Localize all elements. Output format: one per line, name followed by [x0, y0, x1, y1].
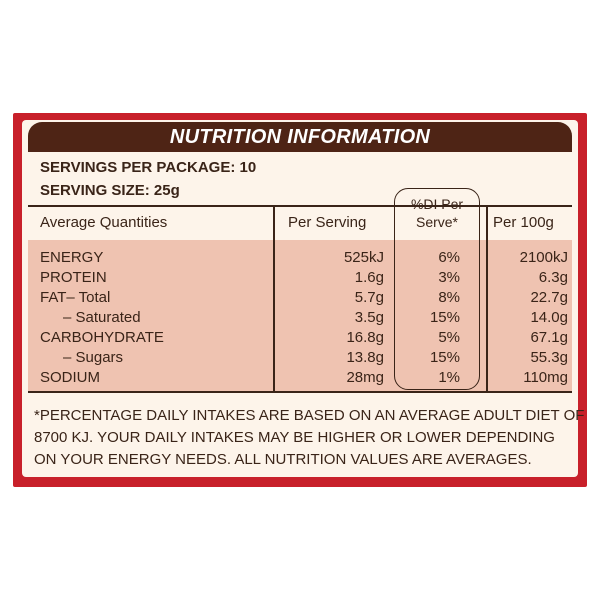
- per-100g-value: 2100kJ: [519, 249, 568, 266]
- per-100g-value: 22.7g: [530, 289, 568, 306]
- table-bottom-rule: [28, 391, 572, 393]
- per-serving-value: 28mg: [346, 369, 384, 386]
- nutrient-label: PROTEIN: [40, 269, 107, 286]
- nutrient-label: – Saturated: [63, 309, 141, 326]
- per-serving-value: 13.8g: [346, 349, 384, 366]
- header-di-line2: Serve*: [415, 214, 459, 230]
- footnote-line: *PERCENTAGE DAILY INTAKES ARE BASED ON A…: [34, 407, 585, 424]
- nutrient-label: ENERGY: [40, 249, 104, 266]
- serving-size: SERVING SIZE: 25g: [40, 182, 180, 199]
- di-value: 3%: [438, 269, 460, 286]
- per-serving-value: 3.5g: [354, 309, 384, 326]
- servings-per-package: SERVINGS PER PACKAGE: 10: [40, 159, 257, 176]
- footnote: *PERCENTAGE DAILY INTAKES ARE BASED ON A…: [34, 405, 585, 471]
- panel-title: NUTRITION INFORMATION: [169, 126, 431, 148]
- nutrient-label: CARBOHYDRATE: [40, 329, 164, 346]
- per-100g-value: 110mg: [523, 369, 568, 386]
- per-100g-value: 14.0g: [530, 309, 568, 326]
- header-top-rule: [28, 205, 572, 207]
- nutrient-rows-band: [28, 240, 572, 392]
- header-per-serving: Per Serving: [288, 214, 367, 231]
- di-value: 15%: [429, 309, 460, 326]
- di-column-outline: [394, 188, 480, 390]
- footnote-line: 8700 KJ. YOUR DAILY INTAKES MAY BE HIGHE…: [34, 429, 555, 446]
- per-serving-value: 1.6g: [354, 269, 384, 286]
- title-bar: [28, 122, 572, 152]
- header-per-100g: Per 100g: [493, 214, 554, 231]
- nutrient-label: – Sugars: [63, 349, 124, 366]
- nutrient-label: SODIUM: [40, 369, 100, 386]
- footnote-line: ON YOUR ENERGY NEEDS. ALL NUTRITION VALU…: [34, 451, 532, 468]
- per-100g-value: 55.3g: [530, 349, 568, 366]
- column-divider-1: [273, 205, 275, 392]
- per-serving-value: 525kJ: [343, 249, 384, 266]
- header-di-line1: %DI Per: [410, 196, 464, 212]
- per-serving-value: 5.7g: [354, 289, 384, 306]
- di-value: 5%: [438, 329, 460, 346]
- di-value: 15%: [429, 349, 460, 366]
- per-serving-value: 16.8g: [346, 329, 384, 346]
- per-100g-value: 6.3g: [538, 269, 568, 286]
- nutrient-label: FAT– Total: [40, 289, 111, 306]
- per-100g-value: 67.1g: [530, 329, 568, 346]
- di-value: 1%: [438, 369, 460, 386]
- di-value: 8%: [438, 289, 460, 306]
- column-divider-2: [486, 205, 488, 392]
- header-average-quantities: Average Quantities: [40, 214, 168, 231]
- di-value: 6%: [438, 249, 460, 266]
